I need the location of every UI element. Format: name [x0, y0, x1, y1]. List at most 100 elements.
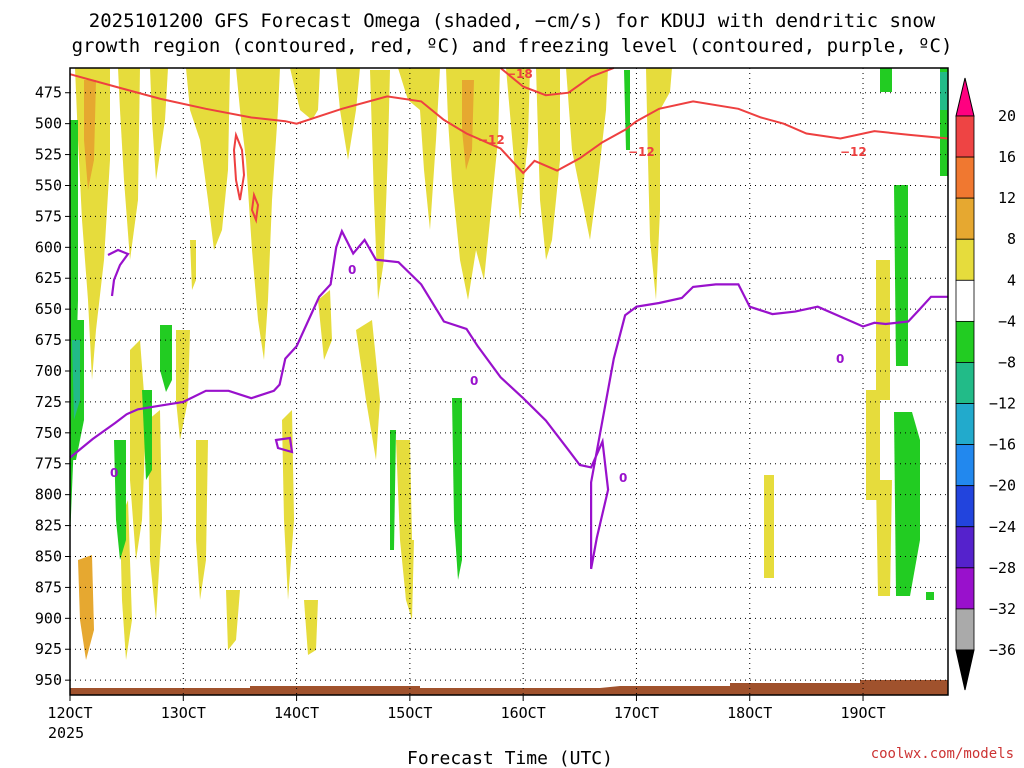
- y-tick-label: 775: [35, 455, 62, 473]
- omega-patch: [390, 430, 396, 550]
- freezing-level-contour-line: [69, 228, 948, 570]
- contour-label-freezing-zero: 0: [470, 374, 478, 388]
- omega-moderate-negative-shading: [72, 72, 948, 420]
- colorbar-segment: [955, 403, 975, 446]
- plot-background: [70, 68, 948, 695]
- omega-patch: [226, 590, 240, 650]
- colorbar-tick-label: 4: [1007, 271, 1016, 289]
- contour-label-freezing-zero: 0: [110, 466, 118, 480]
- omega-patch: [130, 340, 146, 560]
- omega-patch: [880, 68, 892, 92]
- contour-label-snow-minus12: −12: [840, 145, 867, 159]
- y-tick-label: 750: [35, 424, 62, 442]
- freezing-level-closed-contour: [274, 436, 294, 454]
- colorbar: 20 16 12 8 4 −4 −8 −12 −16 −20 −24 −28 −32 −36: [955, 77, 1016, 691]
- colorbar-tick-label: −4: [998, 312, 1016, 330]
- colorbar-segment: [955, 485, 975, 528]
- colorbar-segment: [955, 608, 975, 651]
- chart-title-line-2: growth region (contoured, red, ºC) and f…: [72, 35, 953, 57]
- y-tick-label: 675: [35, 331, 62, 349]
- snow-growth-closed-contour: [250, 191, 260, 224]
- snow-growth-contour-line: [499, 67, 615, 97]
- x-tick-label: 12OCT: [47, 704, 92, 722]
- omega-patch: [84, 80, 96, 190]
- omega-strong-positive-shading: [78, 80, 474, 660]
- y-tick-label: 575: [35, 207, 62, 225]
- omega-patch: [150, 68, 168, 180]
- freezing-level-closed-contour: [107, 248, 130, 297]
- colorbar-segment: [955, 197, 975, 240]
- y-tick-label: 700: [35, 362, 62, 380]
- colorbar-tick-label: 20: [998, 107, 1016, 125]
- omega-patch: [196, 440, 208, 600]
- omega-patch: [318, 290, 332, 360]
- omega-patch: [452, 398, 462, 580]
- colorbar-tick-label: −24: [989, 518, 1016, 536]
- x-axis-label: Forecast Time (UTC): [407, 748, 613, 768]
- x-tick-label: 19OCT: [840, 704, 885, 722]
- y-tick-label: 800: [35, 486, 62, 504]
- contour-label-snow-minus12: −12: [478, 133, 505, 147]
- contour-label-freezing-zero: 0: [836, 352, 844, 366]
- freezing-level-contours: [69, 228, 948, 570]
- terrain-strip: [70, 680, 948, 695]
- omega-patch: [118, 68, 140, 260]
- omega-patch: [462, 80, 474, 170]
- y-tick-label: 650: [35, 300, 62, 318]
- snow-growth-closed-contour: [232, 131, 246, 201]
- omega-patch: [186, 68, 230, 250]
- x-tick-label: 13OCT: [161, 704, 206, 722]
- omega-patch: [304, 600, 318, 655]
- colorbar-tick-label: −8: [998, 353, 1016, 371]
- omega-patch: [894, 185, 908, 366]
- colorbar-tick-label: −20: [989, 477, 1016, 495]
- colorbar-segment: [955, 444, 975, 487]
- colorbar-segment: [955, 567, 975, 610]
- y-tick-label: 600: [35, 238, 62, 256]
- omega-patch: [876, 260, 890, 400]
- omega-patch: [236, 68, 280, 360]
- omega-patch: [290, 68, 320, 120]
- x-tick-label: 15OCT: [387, 704, 432, 722]
- snow-growth-contours: [69, 67, 949, 175]
- plot-area: −18 −12 −12 −12 0 0 0 0 0: [69, 67, 949, 696]
- colorbar-tick-label: 16: [998, 148, 1016, 166]
- contour-label-freezing-zero: 0: [619, 471, 627, 485]
- omega-patch: [926, 592, 934, 600]
- snow-growth-contour-line: [69, 73, 949, 175]
- y-tick-label: 900: [35, 609, 62, 627]
- x-tick-label: 17OCT: [614, 704, 659, 722]
- omega-patch: [78, 555, 94, 660]
- colorbar-bottom-arrow: [955, 649, 975, 691]
- site-credit: coolwx.com/models: [871, 746, 1014, 762]
- omega-patch: [876, 480, 892, 596]
- colorbar-tick-label: −16: [989, 436, 1016, 454]
- omega-patch: [646, 68, 672, 300]
- x-tick-label: 18OCT: [727, 704, 772, 722]
- y-tick-label: 825: [35, 517, 62, 535]
- omega-patch: [72, 340, 80, 420]
- colorbar-segment: [955, 279, 975, 322]
- omega-patch: [940, 72, 948, 110]
- omega-patch: [446, 68, 500, 300]
- colorbar-segment: [955, 238, 975, 281]
- omega-patch: [75, 68, 110, 380]
- x-axis-ticks: 12OCT 13OCT 14OCT 15OCT 16OCT 17OCT 18OCT 19OCT: [47, 695, 886, 722]
- x-axis-year-label: 2025: [48, 724, 84, 742]
- colorbar-tick-label: −32: [989, 600, 1016, 618]
- colorbar-tick-label: 8: [1007, 230, 1016, 248]
- y-tick-label: 950: [35, 671, 62, 689]
- omega-patch: [764, 475, 774, 578]
- y-tick-label: 500: [35, 115, 62, 133]
- y-axis-ticks: 475 500 525 550 575 600 625 650 675 700 725 750 775 8…: [35, 84, 70, 689]
- omega-patch: [160, 325, 172, 392]
- y-tick-label: 525: [35, 146, 62, 164]
- y-tick-label: 875: [35, 578, 62, 596]
- contour-label-snow-minus12: −12: [628, 145, 655, 159]
- contour-label-snow-minus18: −18: [506, 67, 533, 81]
- omega-patch: [190, 240, 196, 290]
- omega-patch: [356, 320, 380, 460]
- omega-patch: [336, 68, 360, 160]
- y-tick-label: 725: [35, 393, 62, 411]
